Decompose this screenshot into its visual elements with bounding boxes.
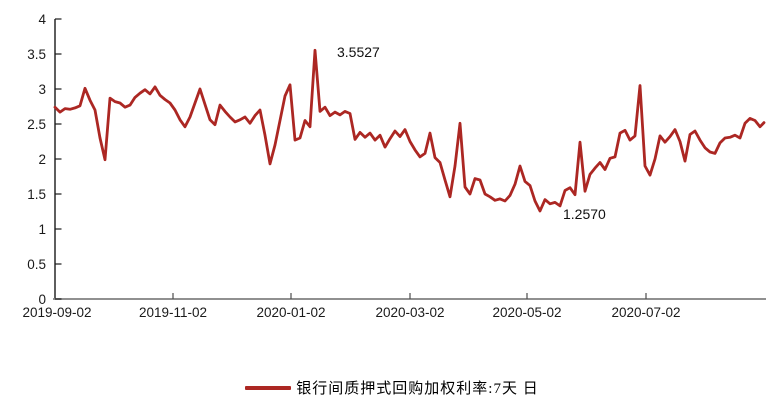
x-axis-ticks: [172, 293, 647, 299]
annotation-layer: 3.5527 1.2570: [337, 44, 606, 222]
y-tick-label: 0: [38, 292, 46, 307]
y-axis-ticks: [55, 18, 62, 300]
y-tick-label: 0.5: [27, 257, 46, 272]
y-tick-label: 3: [38, 82, 46, 97]
y-axis-tick-labels: 0 0.5 1 1.5 2 2.5 3 3.5 4: [27, 12, 46, 307]
series-layer: [53, 48, 766, 213]
y-tick-label: 2.5: [27, 117, 46, 132]
data-point-annotation: 3.5527: [337, 44, 380, 60]
y-tick-label: 2: [38, 152, 46, 167]
x-tick-label: 2020-01-02: [256, 305, 325, 320]
legend-line-swatch: [245, 385, 292, 390]
y-tick-label: 4: [38, 12, 46, 27]
data-point-annotation: 1.2570: [563, 206, 606, 222]
rate-line-series: [53, 48, 766, 213]
line-chart: 00.511.522.533.54 2019-09-02 2019-11-02 20…: [22, 12, 766, 320]
x-tick-label: 2019-11-02: [139, 305, 207, 320]
x-tick-label: 2019-09-02: [22, 305, 91, 320]
chart-legend: 银行间质押式回购加权利率:7天 日: [0, 377, 784, 398]
x-tick-label: 2020-05-02: [492, 305, 561, 320]
x-tick-label: 2020-03-02: [375, 305, 444, 320]
axes-layer: [53, 19, 766, 300]
x-tick-label: 2020-07-02: [611, 305, 680, 320]
x-axis-tick-labels: 2019-09-02 2019-11-02 2020-01-02 2020-03-02…: [22, 305, 680, 320]
legend-label: 银行间质押式回购加权利率:7天 日: [296, 381, 539, 397]
y-tick-label: 1.5: [27, 187, 46, 202]
y-tick-label: 3.5: [27, 47, 46, 62]
y-tick-label: 1: [38, 222, 46, 237]
